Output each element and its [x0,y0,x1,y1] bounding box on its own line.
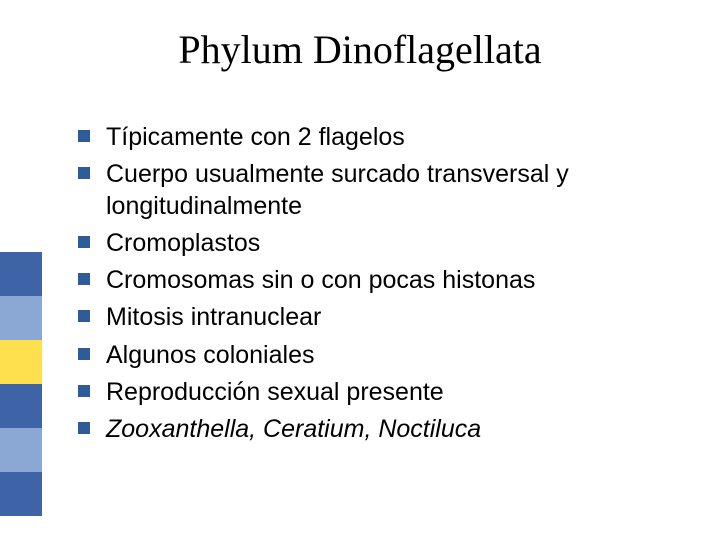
sidebar-decoration [0,252,42,516]
list-item-text: Cromoplastos [106,228,260,259]
list-item-text: Algunos coloniales [106,340,314,371]
list-item: Cromoplastos [78,228,678,259]
list-item: Cuerpo usualmente surcado transversal y … [78,159,678,222]
list-item-text: Zooxanthella, Ceratium, Noctiluca [106,414,481,445]
square-bullet-icon [78,130,90,142]
sidebar-block [0,472,42,516]
list-item-text: Típicamente con 2 flagelos [106,122,405,153]
sidebar-block [0,384,42,428]
sidebar-block [0,428,42,472]
list-item: Típicamente con 2 flagelos [78,122,678,153]
sidebar-block [0,296,42,340]
list-item: Mitosis intranuclear [78,302,678,333]
square-bullet-icon [78,310,90,322]
list-item: Zooxanthella, Ceratium, Noctiluca [78,414,678,445]
list-item-text: Cromosomas sin o con pocas histonas [106,265,535,296]
square-bullet-icon [78,348,90,360]
list-item-text: Cuerpo usualmente surcado transversal y … [106,159,678,222]
sidebar-block [0,340,42,384]
sidebar-block [0,252,42,296]
square-bullet-icon [78,167,90,179]
list-item-text: Mitosis intranuclear [106,302,321,333]
list-item: Algunos coloniales [78,340,678,371]
square-bullet-icon [78,273,90,285]
list-item: Cromosomas sin o con pocas histonas [78,265,678,296]
bullet-list: Típicamente con 2 flagelos Cuerpo usualme… [78,122,678,451]
square-bullet-icon [78,422,90,434]
list-item-text: Reproducción sexual presente [106,377,444,408]
slide-title: Phylum Dinoflagellata [0,26,720,73]
list-item: Reproducción sexual presente [78,377,678,408]
square-bullet-icon [78,236,90,248]
square-bullet-icon [78,385,90,397]
